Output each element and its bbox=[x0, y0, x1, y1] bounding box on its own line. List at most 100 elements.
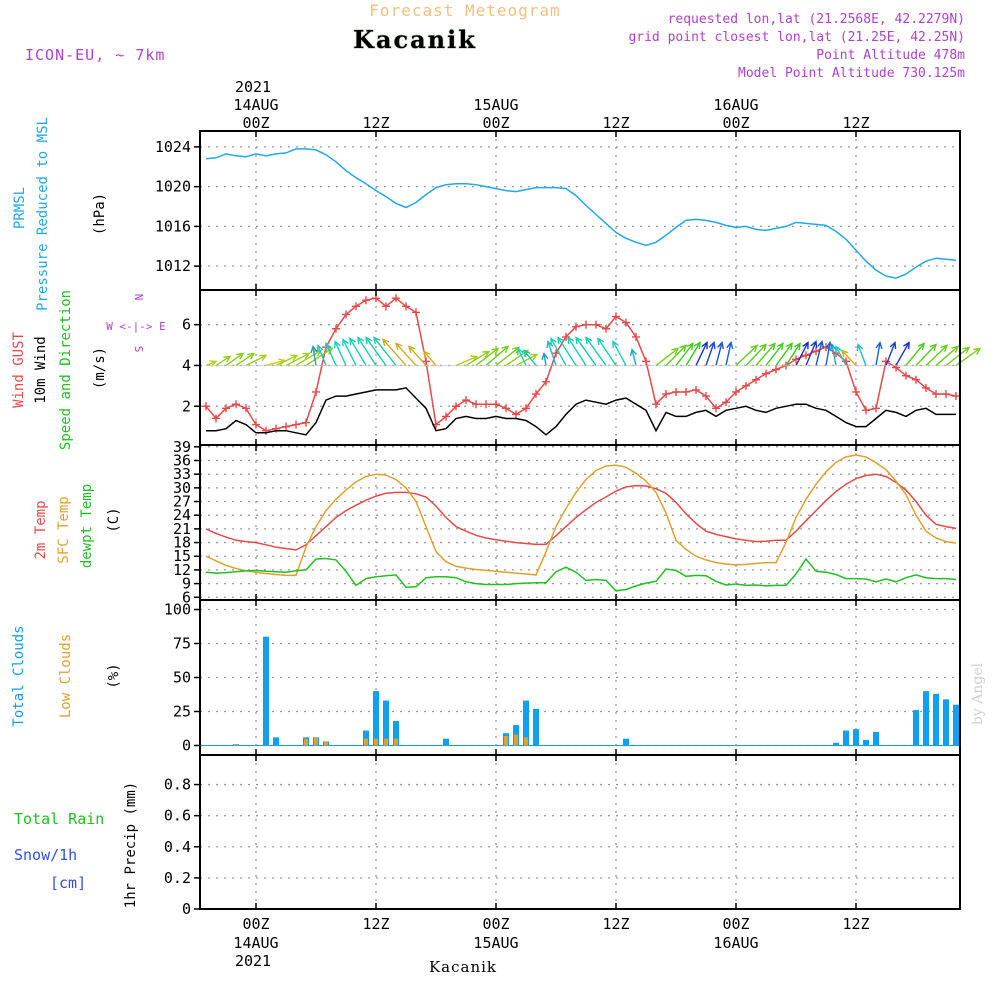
wind-arrowhead bbox=[259, 354, 268, 362]
gust-marker bbox=[452, 402, 460, 411]
top-time-label: 12Z bbox=[842, 114, 869, 132]
wind-arrow bbox=[305, 347, 333, 367]
gust-marker bbox=[732, 387, 740, 396]
low-cloud-bar bbox=[384, 738, 388, 746]
wind-arrow bbox=[547, 341, 557, 366]
wind-arrow bbox=[825, 342, 831, 366]
wind-arrow bbox=[265, 359, 286, 367]
wind-series-0 bbox=[205, 297, 957, 432]
wind-arrowhead bbox=[512, 346, 521, 354]
gust-marker bbox=[632, 332, 640, 341]
temp-label-2m: 2m Temp bbox=[33, 500, 49, 559]
clouds-ytick-label: 75 bbox=[173, 635, 191, 653]
wind-arrowhead bbox=[342, 338, 349, 347]
gust-marker bbox=[872, 404, 880, 413]
temp-label-dewpt: dewpt Temp bbox=[79, 484, 95, 568]
wind-arrowhead bbox=[491, 347, 500, 355]
gust-marker bbox=[662, 390, 670, 399]
wind-arrowhead bbox=[889, 341, 897, 350]
top-time-label: 12Z bbox=[602, 114, 629, 132]
total-cloud-bar bbox=[933, 693, 939, 746]
wind-arrow bbox=[805, 341, 817, 366]
wind-arrow bbox=[815, 341, 823, 366]
wind-arrowhead bbox=[671, 347, 680, 355]
bottom-date-label: 16AUG bbox=[713, 934, 758, 952]
wind-arrow bbox=[915, 343, 937, 366]
wind-arrow bbox=[515, 353, 538, 367]
gridpoint-coords: grid point closest lon,lat (21.25E, 42.2… bbox=[628, 30, 965, 45]
wind-arrowhead bbox=[817, 339, 825, 349]
wind-arrowhead bbox=[903, 341, 910, 350]
bottom-date-label: 15AUG bbox=[473, 934, 518, 952]
precip-ytick-label: 0.2 bbox=[164, 869, 191, 887]
bottom-date-label: 14AUG bbox=[233, 934, 278, 952]
gust-marker bbox=[762, 369, 770, 378]
gust-marker bbox=[472, 400, 480, 409]
gust-marker bbox=[932, 390, 940, 399]
gust-marker bbox=[912, 375, 920, 384]
temp-label-sfc: SFC Temp bbox=[56, 496, 72, 563]
compass-south: S bbox=[132, 346, 145, 353]
total-cloud-bar bbox=[623, 738, 629, 746]
gust-marker bbox=[722, 398, 730, 407]
gust-marker bbox=[812, 347, 820, 356]
wind-arrow bbox=[373, 337, 397, 366]
gust-marker bbox=[592, 320, 600, 329]
panels-layer: 1012101610201024246691215182124273033363… bbox=[155, 130, 982, 918]
temp-ytick-label: 9 bbox=[182, 575, 191, 593]
gust-marker bbox=[212, 414, 220, 423]
wind-arrowhead bbox=[501, 345, 510, 353]
wind-arrow bbox=[655, 347, 679, 367]
temp-ytick-label: 21 bbox=[173, 520, 191, 538]
gust-marker bbox=[572, 322, 580, 331]
wind-arrow bbox=[225, 352, 244, 367]
wind-arrowhead bbox=[247, 352, 256, 360]
low-cloud-bar bbox=[324, 741, 328, 746]
gust-marker bbox=[612, 312, 620, 321]
wind-arrow bbox=[597, 338, 617, 366]
total-cloud-bar bbox=[443, 738, 449, 746]
wind-arrowhead bbox=[829, 342, 837, 352]
bottom-time-label: 00Z bbox=[242, 915, 269, 933]
top-date-label: 15AUG bbox=[473, 96, 518, 114]
wind-arrowhead bbox=[686, 342, 694, 351]
wind-arrow bbox=[695, 342, 708, 366]
gust-marker bbox=[282, 422, 290, 431]
wind-arrow bbox=[857, 344, 867, 366]
gust-marker bbox=[532, 390, 540, 399]
temp-label-unit: (C) bbox=[106, 507, 122, 532]
gust-marker bbox=[902, 371, 910, 380]
temp-series-0 bbox=[205, 473, 957, 551]
wind-arrowhead bbox=[567, 336, 575, 345]
gust-marker bbox=[232, 400, 240, 409]
gust-marker bbox=[692, 385, 700, 394]
wind-arrow bbox=[935, 345, 959, 366]
clouds-ytick-label: 100 bbox=[164, 601, 191, 619]
bottom-time-label: 00Z bbox=[722, 915, 749, 933]
gust-marker bbox=[542, 377, 550, 386]
clouds-ytick-label: 0 bbox=[182, 736, 191, 754]
gust-marker bbox=[392, 294, 400, 303]
gust-marker bbox=[852, 387, 860, 396]
total-cloud-bar bbox=[953, 704, 959, 746]
wind-arrow bbox=[423, 351, 437, 366]
wind-arrowhead bbox=[856, 343, 864, 352]
wind-arrowhead bbox=[951, 345, 960, 353]
pressure-ytick-label: 1016 bbox=[155, 217, 191, 235]
clouds-panel: 0 25 50 75 100 bbox=[164, 599, 961, 756]
pressure-panel: 1012 1016 1020 1024 bbox=[155, 130, 961, 291]
pressure-label-prmsl: PRMSL bbox=[12, 187, 28, 229]
total-cloud-bar bbox=[853, 729, 859, 746]
gust-marker bbox=[422, 357, 430, 366]
gust-marker bbox=[332, 324, 340, 333]
gust-marker bbox=[462, 396, 470, 405]
wind-arrow bbox=[285, 352, 310, 367]
wind-arrow bbox=[925, 344, 948, 366]
wind-arrowhead bbox=[717, 340, 725, 350]
gust-marker bbox=[702, 392, 710, 401]
precip-ytick-label: 0 bbox=[182, 900, 191, 918]
wind-arrowhead bbox=[810, 340, 818, 349]
low-cloud-bar bbox=[524, 737, 528, 746]
wind-arrowhead bbox=[802, 341, 809, 350]
